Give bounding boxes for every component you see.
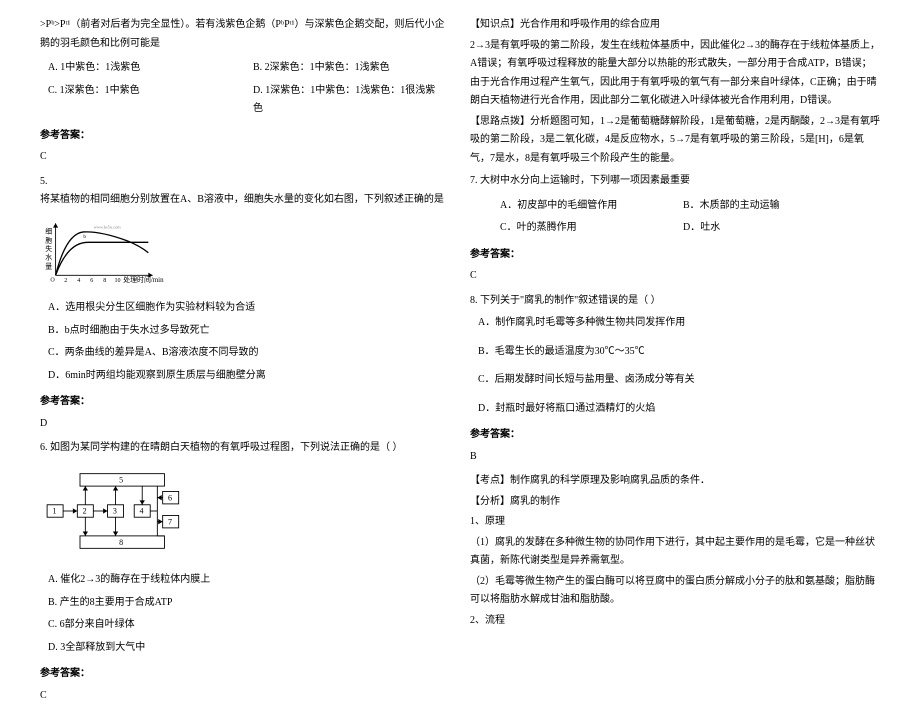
- q4-intro: >Pᵇ>Pᵗ¹（前者对后者为完全显性）。若有浅紫色企鹅（PᵇPᵗ¹）与深紫色企鹅…: [40, 16, 450, 53]
- svg-text:胞: 胞: [45, 235, 52, 244]
- q8-text: 8. 下列关于"腐乳的制作"叙述错误的是（ ）: [470, 292, 880, 311]
- svg-text:量: 量: [45, 262, 52, 270]
- q7-opt-b: B．木质部的主动运输: [675, 195, 880, 218]
- q8-principle-title: 1、原理: [470, 513, 880, 532]
- svg-text:www.ks5u.com: www.ks5u.com: [94, 224, 122, 229]
- q7-opt-d: D．吐水: [675, 217, 880, 240]
- answer-label: 参考答案：: [40, 127, 450, 146]
- q7-opt-c: C．叶的蒸腾作用: [470, 217, 675, 240]
- answer-label: 参考答案：: [40, 665, 450, 684]
- q7-opt-a: A．初皮部中的毛细管作用: [470, 195, 675, 218]
- q5-opt-d: D．6min时两组均能观察到原生质层与细胞壁分离: [40, 365, 450, 388]
- q4-opt-c: C. 1深紫色：1中紫色: [40, 80, 245, 121]
- q5-opt-c: C．两条曲线的差异是A、B溶液浓度不同导致的: [40, 342, 450, 365]
- svg-text:10: 10: [115, 278, 121, 284]
- svg-text:2: 2: [83, 506, 87, 515]
- q6-answer: C: [40, 687, 450, 705]
- q5-options: A．选用根尖分生区细胞作为实验材料较为合适 B．b点时细胞由于失水过多导致死亡 …: [40, 297, 450, 387]
- q5-graph: b www.ks5u.com 细 胞 失 水 量 O 2 4 6 8 10 处理…: [40, 216, 170, 286]
- y-axis-char1: 细: [45, 226, 52, 235]
- svg-text:O: O: [50, 277, 55, 283]
- q7-options: A．初皮部中的毛细管作用 B．木质部的主动运输 C．叶的蒸腾作用 D．吐水: [470, 195, 880, 240]
- q5-answer: D: [40, 415, 450, 434]
- q8-principle-2: （2）毛霉等微生物产生的蛋白酶可以将豆腐中的蛋白质分解成小分子的肽和氨基酸；脂肪…: [470, 573, 880, 610]
- q8-opt-d: D．封瓶时最好将瓶口通过酒精灯的火焰: [470, 398, 880, 421]
- q8-opt-b: B．毛霉生长的最适温度为30℃～35℃: [470, 341, 880, 364]
- svg-text:8: 8: [103, 278, 106, 284]
- q4-answer: C: [40, 148, 450, 167]
- q6-opt-d: D. 3全部释放到大气中: [40, 637, 450, 660]
- svg-text:7: 7: [168, 517, 172, 526]
- q8-analysis-label: 【分析】腐乳的制作: [470, 493, 880, 512]
- q5-text: 将某植物的相同细胞分别放置在A、B溶液中，细胞失水量的变化如右图，下列叙述正确的…: [40, 191, 450, 210]
- svg-text:6: 6: [90, 278, 93, 284]
- svg-text:1: 1: [52, 506, 56, 515]
- q6-thinking: 【思路点拨】分析题图可知，1→2是葡萄糖酵解阶段，1是葡萄糖，2是丙酮酸，2→3…: [470, 113, 880, 169]
- answer-label: 参考答案：: [470, 246, 880, 265]
- q6-text: 6. 如图为某同学构建的在晴朗白天植物的有氧呼吸过程图，下列说法正确的是（ ）: [40, 439, 450, 458]
- q8-opt-c: C．后期发酵时间长短与盐用量、卤汤成分等有关: [470, 369, 880, 392]
- svg-text:4: 4: [140, 506, 144, 515]
- q6-options: A. 催化2→3的酶存在于线粒体内膜上 B. 产生的8主要用于合成ATP C. …: [40, 569, 450, 659]
- q6-opt-b: B. 产生的8主要用于合成ATP: [40, 592, 450, 615]
- q8-answer: B: [470, 448, 880, 467]
- svg-text:b: b: [83, 234, 86, 240]
- svg-text:处理时间/min: 处理时间/min: [123, 275, 164, 284]
- knowledge-point: 【知识点】光合作用和呼吸作用的综合应用: [470, 16, 880, 35]
- svg-text:失: 失: [45, 244, 52, 253]
- q4-opt-a: A. 1中紫色：1浅紫色: [40, 57, 245, 80]
- q8-options: A．制作腐乳时毛霉等多种微生物共同发挥作用 B．毛霉生长的最适温度为30℃～35…: [470, 312, 880, 420]
- q8-principle-1: （1）腐乳的发酵在多种微生物的协同作用下进行，其中起主要作用的是毛霉，它是一种丝…: [470, 534, 880, 571]
- answer-label: 参考答案：: [40, 393, 450, 412]
- q7-answer: C: [470, 267, 880, 286]
- q6-opt-c: C. 6部分来自叶绿体: [40, 614, 450, 637]
- svg-text:水: 水: [45, 252, 52, 261]
- svg-text:4: 4: [77, 278, 80, 284]
- q6-diagram: 5 8 1 2 3 4 6 7: [40, 466, 200, 556]
- q4-options: A. 1中紫色：1浅紫色 B. 2深紫色：1中紫色：1浅紫色 C. 1深紫色：1…: [40, 57, 450, 121]
- q4-opt-b: B. 2深紫色：1中紫色：1浅紫色: [245, 57, 450, 80]
- q6-opt-a: A. 催化2→3的酶存在于线粒体内膜上: [40, 569, 450, 592]
- svg-text:5: 5: [119, 475, 123, 484]
- answer-label: 参考答案：: [470, 426, 880, 445]
- q8-opt-a: A．制作腐乳时毛霉等多种微生物共同发挥作用: [470, 312, 880, 335]
- q7-text: 7. 大树中水分向上运输时，下列哪一项因素最重要: [470, 172, 880, 191]
- svg-text:6: 6: [168, 493, 172, 502]
- q5-opt-b: B．b点时细胞由于失水过多导致死亡: [40, 320, 450, 343]
- svg-text:3: 3: [113, 506, 117, 515]
- q4-opt-d: D. 1深紫色：1中紫色：1浅紫色：1很浅紫色: [245, 80, 450, 121]
- q8-kp: 【考点】制作腐乳的科学原理及影响腐乳品质的条件．: [470, 472, 880, 491]
- q8-process-title: 2、流程: [470, 612, 880, 631]
- svg-text:2: 2: [64, 278, 67, 284]
- q6-explanation: 2→3是有氧呼吸的第二阶段，发生在线粒体基质中，因此催化2→3的酶存在于线粒体基…: [470, 37, 880, 111]
- q5-number: 5.: [40, 173, 450, 192]
- q5-opt-a: A．选用根尖分生区细胞作为实验材料较为合适: [40, 297, 450, 320]
- svg-text:8: 8: [119, 537, 123, 546]
